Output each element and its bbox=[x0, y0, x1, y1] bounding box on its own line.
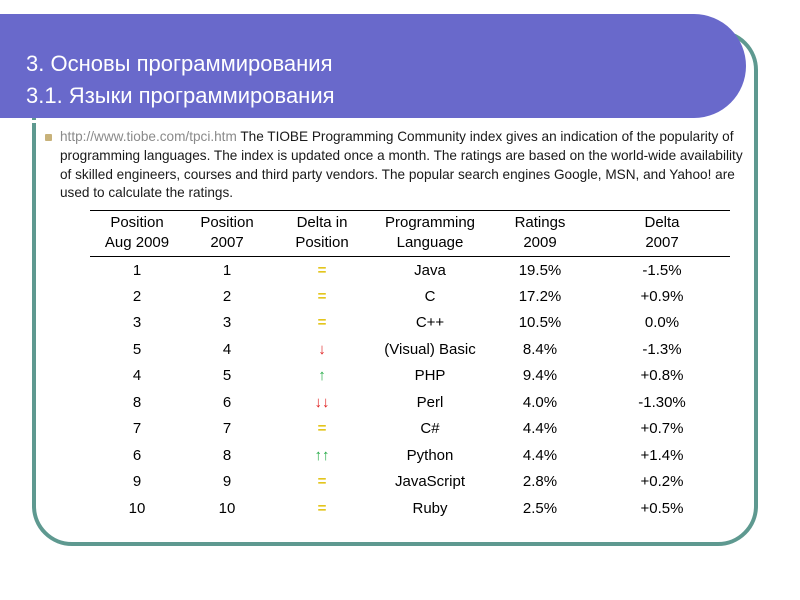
cell-language: Perl bbox=[416, 393, 444, 411]
cell-rating-delta: +0.7% bbox=[640, 420, 684, 438]
cell-rating: 4.4% bbox=[522, 420, 558, 438]
table-header-row: Position Aug 2009 Position 2007 Delta in Po… bbox=[90, 210, 730, 257]
cell-position-2007: 2 bbox=[222, 287, 232, 305]
cell-position-2007: 3 bbox=[222, 314, 232, 332]
header-delta-position: Delta in Position bbox=[270, 210, 374, 257]
cell-language: Ruby bbox=[412, 499, 448, 517]
cell-position-2009: 7 bbox=[132, 420, 142, 438]
cell-rating: 17.2% bbox=[518, 287, 562, 305]
cell-language: JavaScript bbox=[394, 473, 466, 491]
table-row: 8 6 ↓↓ Perl 4.0% -1.30% bbox=[90, 389, 730, 416]
cell-language: C bbox=[424, 287, 436, 305]
table-row: 5 4 ↓ (Visual) Basic 8.4% -1.3% bbox=[90, 336, 730, 363]
cell-rating-delta: +0.8% bbox=[640, 367, 684, 385]
cell-delta-position: = bbox=[317, 420, 327, 438]
cell-rating: 2.5% bbox=[522, 499, 558, 517]
cell-delta-position: = bbox=[317, 261, 327, 279]
header-position-2009: Position Aug 2009 bbox=[90, 210, 184, 257]
header-language: Programming Language bbox=[374, 210, 486, 257]
cell-position-2009: 6 bbox=[132, 446, 142, 464]
table-row: 9 9 = JavaScript 2.8% +0.2% bbox=[90, 469, 730, 496]
title-line-2: 3.1. Языки программирования bbox=[26, 83, 335, 108]
table-row: 6 8 ↑↑ Python 4.4% +1.4% bbox=[90, 442, 730, 469]
cell-position-2007: 10 bbox=[218, 499, 236, 517]
cell-position-2007: 6 bbox=[222, 393, 232, 411]
cell-language: C++ bbox=[415, 314, 445, 332]
cell-language: (Visual) Basic bbox=[384, 340, 476, 358]
table-row: 3 3 = C++ 10.5% 0.0% bbox=[90, 310, 730, 337]
cell-rating: 9.4% bbox=[522, 367, 558, 385]
cell-rating: 2.8% bbox=[522, 473, 558, 491]
table-row: 1 1 = Java 19.5% -1.5% bbox=[90, 257, 730, 284]
header-delta-2007: Delta 2007 bbox=[594, 210, 730, 257]
table-row: 2 2 = C 17.2% +0.9% bbox=[90, 283, 730, 310]
cell-position-2009: 5 bbox=[132, 340, 142, 358]
cell-position-2007: 9 bbox=[222, 473, 232, 491]
cell-position-2009: 1 bbox=[132, 261, 142, 279]
cell-rating-delta: -1.5% bbox=[642, 261, 682, 279]
cell-position-2009: 4 bbox=[132, 367, 142, 385]
cell-language: PHP bbox=[414, 367, 446, 385]
cell-delta-position: = bbox=[317, 287, 327, 305]
cell-position-2009: 10 bbox=[128, 499, 146, 517]
header-divider bbox=[0, 120, 708, 123]
cell-rating: 19.5% bbox=[518, 261, 562, 279]
cell-position-2007: 5 bbox=[222, 367, 232, 385]
cell-rating: 10.5% bbox=[518, 314, 562, 332]
cell-position-2007: 1 bbox=[222, 261, 232, 279]
cell-rating: 4.4% bbox=[522, 446, 558, 464]
cell-position-2009: 2 bbox=[132, 287, 142, 305]
cell-delta-position: ↑ bbox=[318, 367, 326, 385]
cell-delta-position: = bbox=[317, 499, 327, 517]
cell-position-2009: 3 bbox=[132, 314, 142, 332]
header-ratings-2009: Ratings 2009 bbox=[486, 210, 594, 257]
cell-position-2007: 8 bbox=[222, 446, 232, 464]
tiobe-link[interactable]: http://www.tiobe.com/tpci.htm bbox=[60, 129, 237, 144]
table-row: 4 5 ↑ PHP 9.4% +0.8% bbox=[90, 363, 730, 390]
cell-rating-delta: -1.30% bbox=[638, 393, 686, 411]
intro-text: The TIOBE Programming Community index gi… bbox=[60, 129, 743, 201]
cell-position-2007: 7 bbox=[222, 420, 232, 438]
slide-header: 3. Основы программирования 3.1. Языки пр… bbox=[0, 14, 746, 123]
title-line-1: 3. Основы программирования bbox=[26, 51, 333, 76]
cell-language: Java bbox=[414, 261, 446, 279]
cell-language: C# bbox=[420, 420, 440, 438]
cell-rating-delta: 0.0% bbox=[644, 314, 680, 332]
cell-delta-position: ↓ bbox=[318, 340, 326, 358]
cell-position-2009: 8 bbox=[132, 393, 142, 411]
intro-paragraph: http://www.tiobe.com/tpci.htm The TIOBE … bbox=[45, 128, 750, 203]
header-position-2007: Position 2007 bbox=[184, 210, 270, 257]
cell-delta-position: ↓↓ bbox=[314, 393, 330, 411]
cell-rating: 8.4% bbox=[522, 340, 558, 358]
cell-rating-delta: +0.2% bbox=[640, 473, 684, 491]
cell-delta-position: ↑↑ bbox=[314, 446, 330, 464]
tiobe-ranking-table: Position Aug 2009 Position 2007 Delta in Po… bbox=[90, 210, 730, 522]
slide-title: 3. Основы программирования 3.1. Языки пр… bbox=[26, 48, 335, 112]
cell-rating-delta: +0.9% bbox=[640, 287, 684, 305]
cell-language: Python bbox=[406, 446, 454, 464]
cell-position-2009: 9 bbox=[132, 473, 142, 491]
table-row: 7 7 = C# 4.4% +0.7% bbox=[90, 416, 730, 443]
cell-rating-delta: -1.3% bbox=[642, 340, 682, 358]
table-body: 1 1 = Java 19.5% -1.5% 2 2 = C 17.2% +0.9% 3 3 = C++ 10.… bbox=[90, 257, 730, 522]
cell-position-2007: 4 bbox=[222, 340, 232, 358]
cell-rating-delta: +0.5% bbox=[640, 499, 684, 517]
cell-delta-position: = bbox=[317, 473, 327, 491]
cell-rating-delta: +1.4% bbox=[640, 446, 684, 464]
cell-rating: 4.0% bbox=[522, 393, 558, 411]
cell-delta-position: = bbox=[317, 314, 327, 332]
table-row: 10 10 = Ruby 2.5% +0.5% bbox=[90, 495, 730, 522]
bullet-icon bbox=[45, 134, 52, 141]
